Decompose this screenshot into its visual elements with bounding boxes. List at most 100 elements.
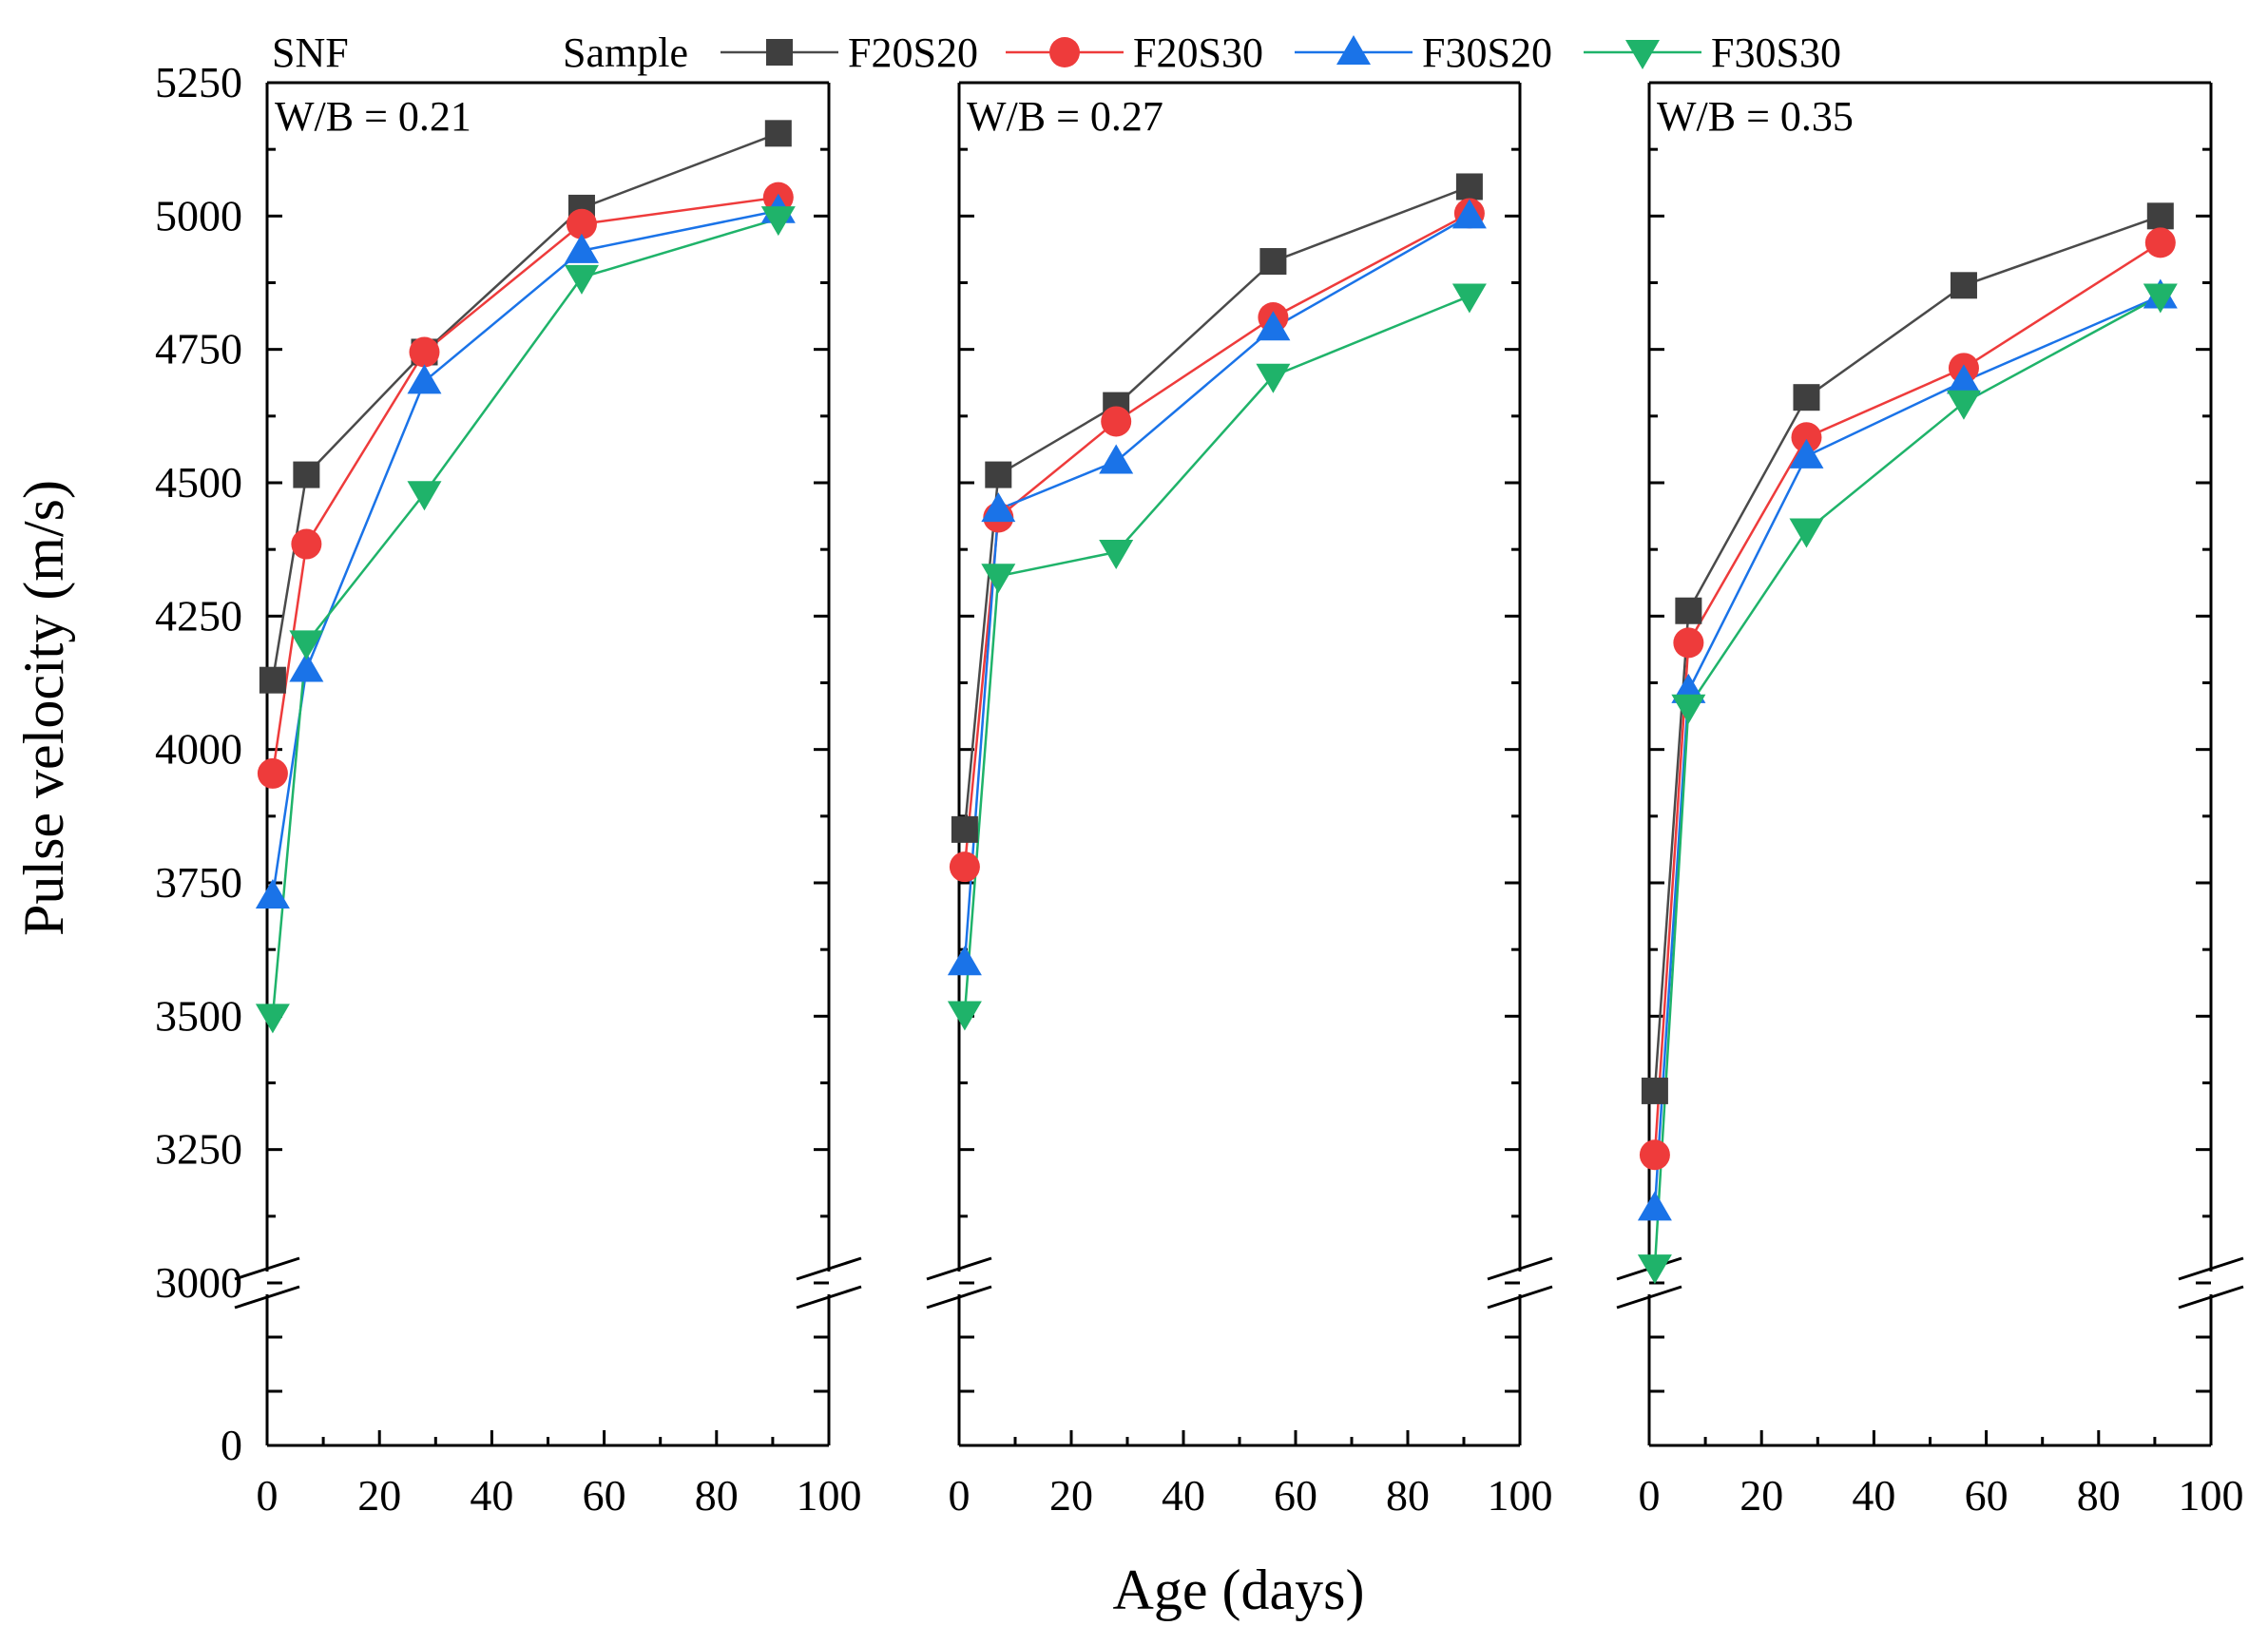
x-tick-label: 40 <box>1162 1471 1205 1520</box>
marker-legend-f30s20-2 <box>1336 35 1371 65</box>
marker-f30s30-4 <box>1451 283 1487 314</box>
x-tick-label: 100 <box>797 1471 862 1520</box>
series-line-f30s20 <box>1653 295 2162 1209</box>
axis-break-slash <box>2178 1256 2244 1281</box>
marker-f30s30-4 <box>2143 283 2178 314</box>
series-line-f30s30 <box>963 295 1470 1014</box>
marker-f20s30-1 <box>291 528 322 560</box>
marker-f30s20-3 <box>564 233 599 263</box>
marker-f30s30-1 <box>289 630 324 660</box>
axis-break-slash <box>234 1285 300 1310</box>
marker-f30s30-1 <box>1671 694 1706 724</box>
axis-break-slash <box>1616 1285 1682 1310</box>
x-tick-label: 60 <box>1965 1471 2009 1520</box>
panel-label: W/B = 0.21 <box>275 93 471 140</box>
y-tick-label: 4750 <box>155 325 242 373</box>
axis-break-slash <box>796 1256 862 1281</box>
marker-f30s30-0 <box>1637 1254 1672 1285</box>
axis-break-slash <box>926 1285 992 1310</box>
x-tick-label: 80 <box>2077 1471 2121 1520</box>
marker-f20s20-1 <box>293 461 320 488</box>
y-tick-label: 5000 <box>155 191 242 239</box>
x-tick-label: 80 <box>695 1471 739 1520</box>
x-tick-label: 80 <box>1386 1471 1430 1520</box>
axis-break-slash <box>2178 1285 2244 1310</box>
marker-f20s30-2 <box>1791 422 1822 453</box>
marker-f20s20-0 <box>951 815 978 843</box>
marker-f30s20-0 <box>255 879 290 909</box>
marker-legend-f20s30-1 <box>1049 37 1080 67</box>
marker-f20s30-3 <box>566 208 597 239</box>
marker-f30s30-1 <box>981 564 1016 594</box>
marker-f20s20-3 <box>1950 272 1977 299</box>
marker-f20s20-2 <box>1793 384 1820 411</box>
y-tick-label: 3250 <box>155 1125 242 1174</box>
marker-f30s30-2 <box>407 481 442 511</box>
marker-f30s20-0 <box>1637 1191 1672 1221</box>
series-line-f30s20 <box>271 209 779 897</box>
legend-label-f20s30: F20S30 <box>1133 29 1263 76</box>
x-tick-label: 20 <box>1049 1471 1093 1520</box>
marker-legend-f30s30-3 <box>1625 40 1660 69</box>
marker-f20s20-0 <box>1641 1077 1668 1104</box>
y-tick-label: 0 <box>221 1421 242 1469</box>
marker-f30s20-1 <box>289 652 324 682</box>
marker-f30s20-3 <box>1256 311 1291 341</box>
legend: Sample F20S20 F20S30 F30S20 F30S30 <box>563 29 1841 76</box>
marker-f20s30-1 <box>1673 627 1704 659</box>
y-tick-label: 3750 <box>155 858 242 907</box>
y-tick-label: 4500 <box>155 458 242 507</box>
series-line-f20s20 <box>963 185 1470 830</box>
x-tick-label: 60 <box>1274 1471 1317 1520</box>
marker-f20s20-0 <box>259 666 286 694</box>
series-line-f20s20 <box>1653 215 2162 1092</box>
marker-f30s30-4 <box>760 206 796 237</box>
marker-f20s20-4 <box>1455 173 1483 201</box>
x-tick-label: 100 <box>2179 1471 2244 1520</box>
marker-f30s20-0 <box>947 946 982 976</box>
x-tick-label: 40 <box>470 1471 513 1520</box>
marker-f20s30-0 <box>257 757 288 789</box>
axis-break-slash <box>234 1256 300 1281</box>
x-axis-title: Age (days) <box>1113 1559 1365 1621</box>
marker-f30s20-2 <box>407 364 442 394</box>
y-tick-label: 3000 <box>155 1258 242 1307</box>
legend-label-f30s30: F30S30 <box>1711 29 1841 76</box>
marker-f30s20-4 <box>1451 199 1487 229</box>
marker-f20s30-2 <box>1101 406 1132 437</box>
panel-label: W/B = 0.27 <box>967 93 1163 140</box>
marker-f30s20-1 <box>981 492 1016 523</box>
legend-title: Sample <box>563 29 688 76</box>
x-tick-label: 20 <box>357 1471 401 1520</box>
panel-2: 0 20 40 60 80 100 W/B = 0.27 <box>926 81 1553 1520</box>
marker-f30s30-0 <box>947 1001 982 1031</box>
marker-f30s30-3 <box>1256 363 1291 393</box>
x-tick-label: 0 <box>1639 1471 1661 1520</box>
marker-f20s30-4 <box>2144 227 2176 258</box>
x-tick-label: 60 <box>583 1471 626 1520</box>
x-tick-label: 20 <box>1739 1471 1783 1520</box>
series-line-f30s30 <box>1653 295 2162 1268</box>
marker-f30s30-3 <box>1946 390 1981 420</box>
marker-f30s30-2 <box>1789 518 1824 548</box>
panel-3: 0 20 40 60 80 100 W/B = 0.35 <box>1616 81 2244 1520</box>
marker-f20s20-1 <box>1675 597 1702 624</box>
axis-break-slash <box>796 1285 862 1310</box>
panel-1: 0 3000 3250 3500 3750 4000 4250 4500 4750 5000 525… <box>155 58 862 1520</box>
y-tick-label: 3500 <box>155 991 242 1040</box>
marker-f20s30-2 <box>409 336 440 368</box>
marker-f20s20-4 <box>764 120 792 147</box>
figure-label: SNF <box>272 29 349 76</box>
series-line-f20s20 <box>271 132 779 680</box>
marker-f30s20-2 <box>1789 438 1824 469</box>
axis-break-slash <box>1487 1256 1553 1281</box>
marker-f30s30-0 <box>255 1004 290 1034</box>
panel-label: W/B = 0.35 <box>1657 93 1854 140</box>
marker-legend-f20s20-0 <box>766 39 793 66</box>
axis-break-slash <box>926 1256 992 1281</box>
series-line-f30s30 <box>271 217 779 1017</box>
y-tick-label: 4250 <box>155 591 242 640</box>
x-tick-label: 0 <box>949 1471 971 1520</box>
y-tick-label: 4000 <box>155 725 242 774</box>
